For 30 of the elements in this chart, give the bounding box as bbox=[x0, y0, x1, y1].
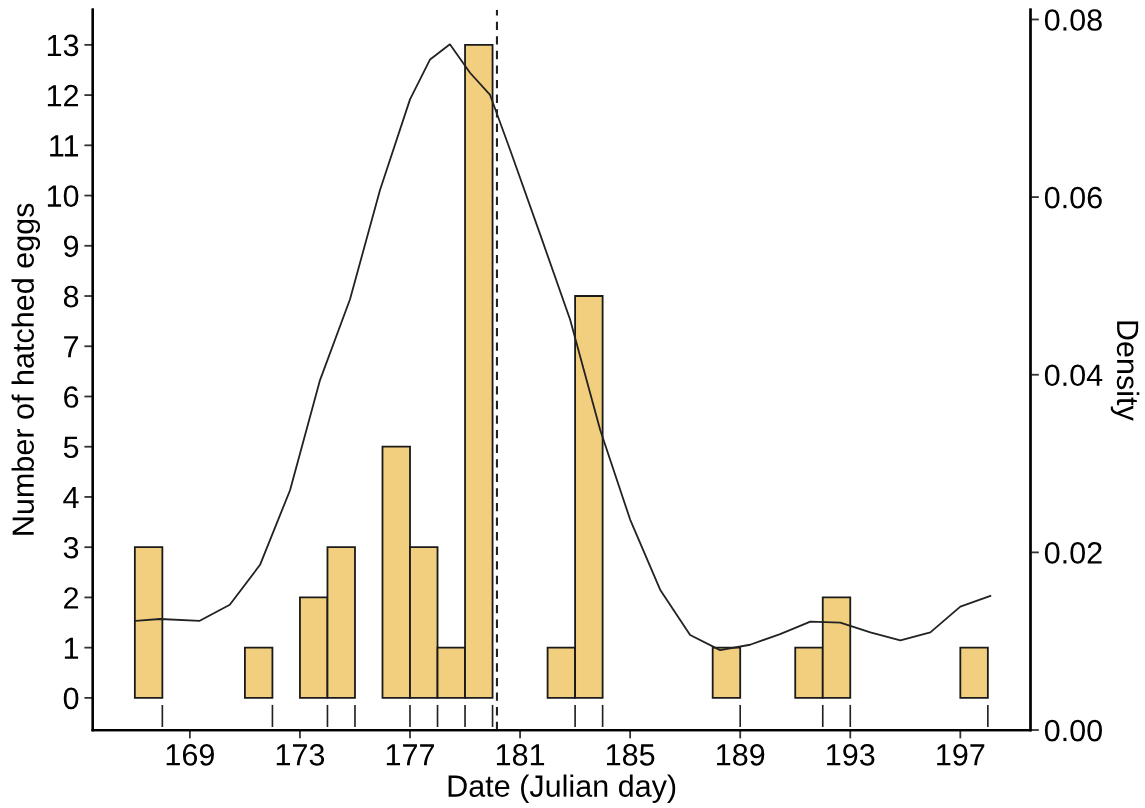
y-tick-label: 8 bbox=[63, 285, 79, 308]
y2-tick-label: 0.00 bbox=[1044, 719, 1102, 742]
y-tick-label: 5 bbox=[63, 436, 79, 459]
x-tick-label: 169 bbox=[166, 744, 214, 766]
y-tick-label: 11 bbox=[50, 135, 79, 157]
y-tick-label: 3 bbox=[63, 536, 79, 559]
x-tick-label: 181 bbox=[496, 744, 545, 766]
y-tick-label: 2 bbox=[64, 587, 79, 609]
y-tick-label: 1 bbox=[64, 637, 79, 659]
y-tick-label: 0 bbox=[63, 687, 79, 710]
x-tick-label: 197 bbox=[937, 744, 985, 766]
y-tick-label: 4 bbox=[63, 487, 79, 509]
y2-tick-label: 0.08 bbox=[1044, 9, 1102, 31]
x-tick-label: 173 bbox=[276, 744, 325, 766]
x-axis-title: Date (Julian day) bbox=[448, 774, 676, 803]
x-tick-label: 189 bbox=[717, 744, 765, 766]
y-tick-label: 10 bbox=[47, 185, 79, 207]
y-tick-label: 12 bbox=[47, 84, 79, 107]
y2-axis-title: Density bbox=[1110, 321, 1140, 421]
x-tick-label: 185 bbox=[606, 744, 655, 766]
y2-tick-label: 0.06 bbox=[1044, 186, 1102, 209]
x-tick-label: 193 bbox=[827, 744, 875, 766]
y-tick-label: 6 bbox=[64, 386, 79, 408]
y-axis-title: Number of hatched eggs bbox=[11, 203, 41, 535]
x-tick-label: 177 bbox=[386, 744, 434, 766]
y-tick-label: 9 bbox=[63, 235, 79, 258]
y2-tick-label: 0.04 bbox=[1044, 364, 1103, 387]
y2-tick-label: 0.02 bbox=[1044, 542, 1102, 564]
y-tick-label: 7 bbox=[64, 336, 79, 358]
y-tick-label: 13 bbox=[47, 34, 79, 57]
